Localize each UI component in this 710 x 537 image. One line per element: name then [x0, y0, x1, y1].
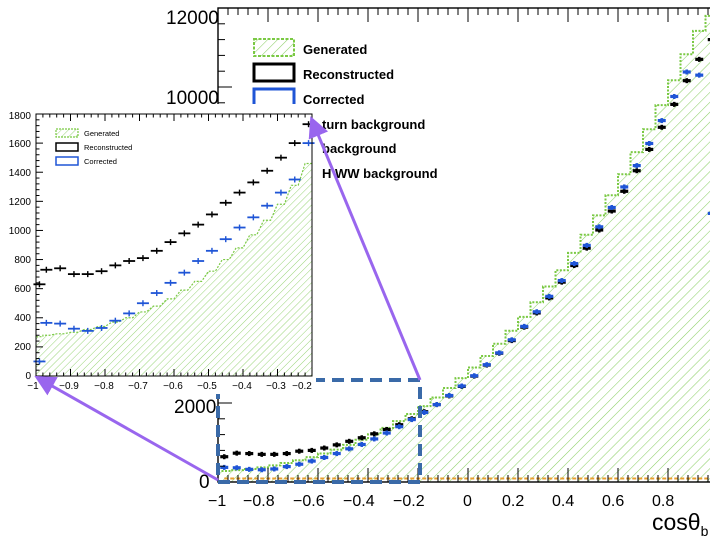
inset-xtick-label: −1 — [27, 381, 39, 392]
legend-label-generated: Generated — [303, 42, 367, 57]
inset-xtick-label: −0.9 — [59, 381, 79, 392]
inset-generated-histogram — [36, 162, 312, 376]
inset-ytick-label: 1400 — [9, 168, 32, 179]
main-xtick-label: −0.2 — [393, 493, 425, 510]
generated-outline — [218, 14, 710, 472]
main-xtick-label: 0.4 — [552, 493, 574, 510]
inset-ytick-label: 1000 — [9, 226, 32, 237]
inset-legend-swatch-reconstructed — [55, 142, 79, 152]
generated-outline — [36, 162, 312, 338]
main-xtick-label: −0.6 — [293, 493, 325, 510]
inset-xtick-label: −0.8 — [94, 381, 114, 392]
generated-area — [36, 163, 312, 376]
main-ytick-label-10000: 10000 — [166, 88, 219, 109]
legend-label-background: background — [322, 141, 396, 156]
inset-xtick-label: −0.5 — [197, 381, 217, 392]
zoom-arrow-upper — [308, 116, 422, 381]
inset-legend-label-corrected: Corrected — [84, 157, 117, 166]
inset-ytick-label: 400 — [14, 313, 31, 324]
main-xtick-label: −0.4 — [343, 493, 375, 510]
inset-legend-swatch-generated — [55, 128, 79, 138]
generated-area — [218, 15, 710, 482]
main-ytick-label-2000: 2000 — [174, 397, 216, 418]
inset-chart: 0 200 400 600 800 1000 1200 1400 1600 18… — [0, 104, 316, 394]
inset-legend-label-generated: Generated — [84, 129, 119, 138]
legend-label-return-background: turn background — [322, 117, 425, 132]
main-xtick-label: −1 — [208, 493, 226, 510]
inset-ytick-label: 1600 — [9, 139, 32, 150]
main-x-axis-label: cosθb — [652, 509, 709, 537]
legend-swatch-reconstructed — [252, 62, 296, 83]
inset-corrected-markers — [33, 140, 315, 365]
legend-swatch-generated — [253, 38, 295, 57]
inset-y-ticks — [36, 113, 43, 377]
corrected-markers — [220, 69, 710, 473]
inset-legend: Generated Reconstructed Corrected — [55, 128, 132, 166]
main-xtick-label: −0.8 — [243, 493, 275, 510]
inset-ytick-label: 1800 — [9, 111, 32, 122]
inset-ytick-label: 1200 — [9, 197, 32, 208]
inset-xtick-label: −0.4 — [232, 381, 252, 392]
inset-ytick-label: 800 — [14, 255, 31, 266]
inset-xtick-label: −0.3 — [266, 381, 286, 392]
zoom-arrow-lower — [34, 375, 219, 482]
legend-label-reconstructed: Reconstructed — [303, 67, 394, 82]
inset-ytick-label: 0 — [25, 371, 31, 382]
inset-xtick-label: −0.6 — [163, 381, 183, 392]
main-xtick-label: 0.2 — [502, 493, 524, 510]
main-legend: Generated Reconstructed Corrected turn b… — [252, 38, 438, 181]
main-ytick-label-12000: 12000 — [166, 8, 219, 29]
legend-label-corrected: Corrected — [303, 92, 364, 107]
inset-ytick-label: 600 — [14, 284, 31, 295]
inset-x-ticks — [35, 114, 313, 376]
inset-xtick-label: −0.7 — [128, 381, 148, 392]
main-xtick-label: 0 — [463, 493, 472, 510]
main-xtick-label: 0.8 — [652, 493, 674, 510]
inset-reconstructed-markers — [33, 121, 315, 288]
inset-legend-swatch-corrected — [55, 156, 79, 166]
main-xtick-label: 0.6 — [602, 493, 624, 510]
inset-ytick-label: 200 — [14, 342, 31, 353]
legend-swatch-corrected — [252, 87, 296, 108]
legend-label-ww-background: H WW background — [322, 166, 438, 181]
main-ytick-label-0: 0 — [199, 472, 210, 493]
inset-legend-label-reconstructed: Reconstructed — [84, 143, 132, 152]
generated-histogram — [218, 14, 710, 482]
inset-xtick-label: −0.2 — [292, 381, 312, 392]
zoom-region-box — [216, 378, 422, 484]
